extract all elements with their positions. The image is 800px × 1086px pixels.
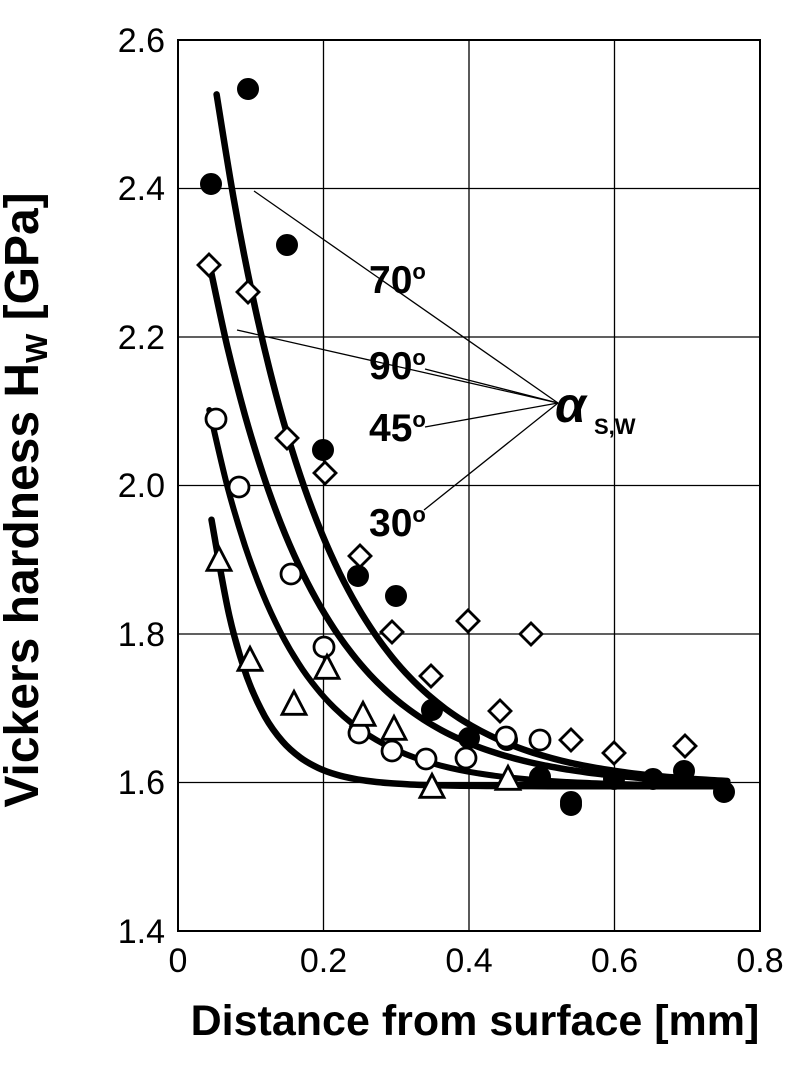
svg-text:1.4: 1.4 — [118, 913, 165, 951]
svg-text:S,W: S,W — [594, 414, 636, 439]
svg-text:2.6: 2.6 — [118, 22, 165, 60]
svg-text:0.8: 0.8 — [736, 942, 783, 980]
svg-text:0: 0 — [169, 942, 188, 980]
svg-text:α: α — [555, 377, 588, 433]
svg-text:2.2: 2.2 — [118, 319, 165, 357]
svg-text:2.4: 2.4 — [118, 170, 165, 208]
svg-text:Vickers hardness HW [GPa]: Vickers hardness HW [GPa] — [0, 192, 54, 807]
svg-text:Distance from surface [mm]: Distance from surface [mm] — [191, 997, 760, 1045]
svg-text:1.6: 1.6 — [118, 764, 165, 802]
svg-text:0.6: 0.6 — [591, 942, 638, 980]
svg-text:2.0: 2.0 — [118, 467, 165, 505]
svg-text:1.8: 1.8 — [118, 616, 165, 654]
svg-text:0.4: 0.4 — [445, 942, 492, 980]
svg-text:0.2: 0.2 — [300, 942, 347, 980]
